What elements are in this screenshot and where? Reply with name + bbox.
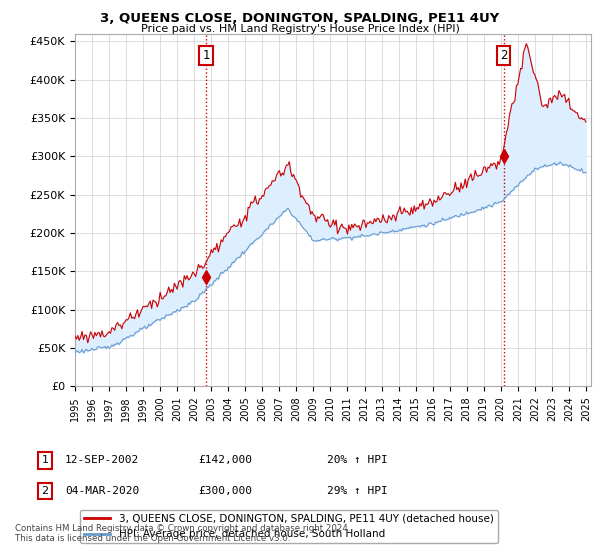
Text: 12-SEP-2002: 12-SEP-2002 — [65, 455, 139, 465]
Text: 3, QUEENS CLOSE, DONINGTON, SPALDING, PE11 4UY: 3, QUEENS CLOSE, DONINGTON, SPALDING, PE… — [100, 12, 500, 25]
Text: Price paid vs. HM Land Registry's House Price Index (HPI): Price paid vs. HM Land Registry's House … — [140, 24, 460, 34]
Text: 29% ↑ HPI: 29% ↑ HPI — [327, 486, 388, 496]
Text: 1: 1 — [41, 455, 49, 465]
Text: 2: 2 — [41, 486, 49, 496]
Text: £142,000: £142,000 — [198, 455, 252, 465]
Text: 2: 2 — [500, 49, 508, 62]
Legend: 3, QUEENS CLOSE, DONINGTON, SPALDING, PE11 4UY (detached house), HPI: Average pr: 3, QUEENS CLOSE, DONINGTON, SPALDING, PE… — [80, 510, 498, 543]
Text: 04-MAR-2020: 04-MAR-2020 — [65, 486, 139, 496]
Text: Contains HM Land Registry data © Crown copyright and database right 2024.: Contains HM Land Registry data © Crown c… — [15, 524, 350, 533]
Text: 1: 1 — [202, 49, 210, 62]
Text: This data is licensed under the Open Government Licence v3.0.: This data is licensed under the Open Gov… — [15, 534, 290, 543]
Text: £300,000: £300,000 — [198, 486, 252, 496]
Text: 20% ↑ HPI: 20% ↑ HPI — [327, 455, 388, 465]
